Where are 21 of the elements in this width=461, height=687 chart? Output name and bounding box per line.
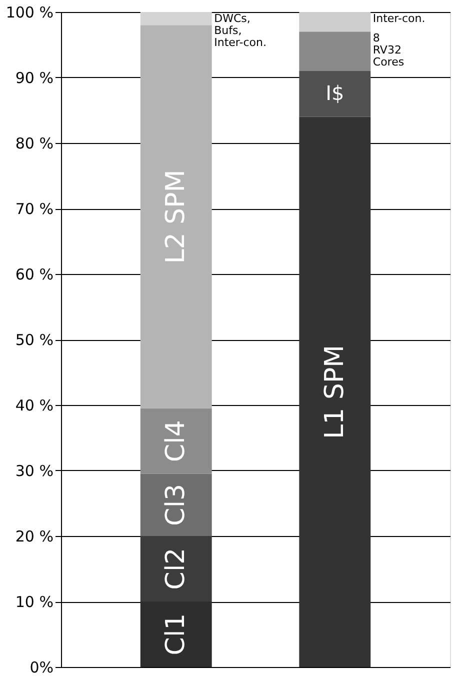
y-tick-label: 30 % [15, 462, 54, 480]
series-label: DWCs, Bufs, Inter-con. [214, 12, 266, 49]
series-label: Cl1 [161, 613, 192, 656]
series-label: L2 SPM [161, 170, 192, 264]
y-tick-label: 100 % [6, 4, 54, 22]
y-tick-label: 10 % [15, 593, 54, 611]
series-label: L1 SPM [320, 344, 350, 439]
series-label: 8 RV32 Cores [372, 32, 404, 69]
series-label: Inter-con. [372, 12, 426, 25]
y-tick-label: 20 % [15, 528, 54, 546]
y-tick-label: 50 % [15, 331, 54, 349]
y-tick-label: 40 % [15, 396, 54, 414]
y-tick-label: 60 % [15, 266, 54, 284]
series-label: I$ [326, 80, 344, 105]
series-label: Cl4 [161, 420, 192, 462]
y-tick-label: 70 % [15, 200, 54, 218]
y-tick-label: 80 % [15, 134, 54, 152]
series-label: Cl2 [161, 548, 192, 590]
y-tick-label: 90 % [15, 69, 54, 87]
y-tick-label: 0% [30, 658, 54, 676]
series-label: Cl3 [161, 484, 192, 526]
